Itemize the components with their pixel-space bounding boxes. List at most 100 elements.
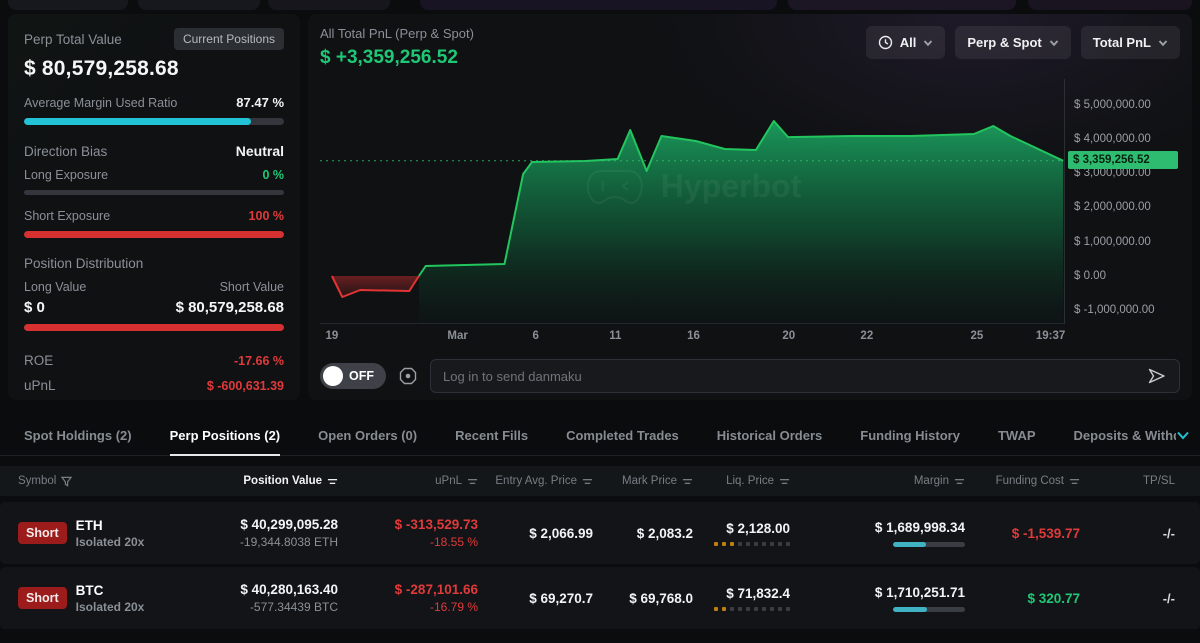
send-icon bbox=[1148, 368, 1165, 384]
chart-y-axis: $ 5,000,000.00 $ 4,000,000.00 $ 3,000,000.… bbox=[1064, 79, 1180, 324]
tab-deposits-withdraw[interactable]: Deposits & Withdraw bbox=[1073, 428, 1176, 443]
tpsl-cell: -/- bbox=[1162, 525, 1175, 541]
danmaku-input[interactable] bbox=[443, 368, 1147, 384]
roe-value: -17.66 % bbox=[233, 353, 284, 368]
y-axis-tick: $ 5,000,000.00 bbox=[1074, 98, 1151, 111]
col-header-upnl[interactable]: uPnL bbox=[338, 475, 478, 487]
mark-price-cell: $ 69,768.0 bbox=[629, 590, 693, 606]
col-header-tp-sl: TP/SL bbox=[1143, 475, 1175, 487]
col-header-symbol[interactable]: Symbol bbox=[18, 475, 168, 487]
margin-ratio-bar bbox=[24, 118, 284, 125]
long-value-label: Long Value bbox=[24, 280, 87, 294]
col-header-liq-price[interactable]: Liq. Price bbox=[693, 475, 790, 487]
side-badge: Short bbox=[18, 522, 67, 544]
chevron-down-icon bbox=[1177, 431, 1189, 440]
perp-total-value: $ 80,579,258.68 bbox=[24, 57, 179, 80]
x-axis-tick: 6 bbox=[532, 330, 539, 342]
x-axis-tick: Mar bbox=[447, 330, 468, 342]
funding-cost-cell: $ 320.77 bbox=[1027, 590, 1080, 606]
sort-icon bbox=[582, 478, 593, 484]
chevron-down-icon bbox=[1049, 39, 1058, 46]
pnl-area-chart[interactable]: Hyperbot bbox=[320, 79, 1064, 324]
funding-cost-cell: $ -1,539.77 bbox=[1011, 525, 1080, 541]
col-header-mark-price[interactable]: Mark Price bbox=[593, 475, 693, 487]
pnl-chart-title: All Total PnL (Perp & Spot) bbox=[320, 26, 474, 41]
margin-usage-bar bbox=[893, 606, 965, 612]
margin-ratio-label: Average Margin Used Ratio bbox=[24, 95, 178, 110]
current-positions-chip[interactable]: Current Positions bbox=[173, 28, 284, 50]
x-axis-tick: 25 bbox=[970, 330, 984, 342]
col-header-margin[interactable]: Margin bbox=[790, 475, 965, 487]
danmaku-input-wrap bbox=[430, 359, 1180, 393]
position-distribution-label: Position Distribution bbox=[24, 256, 144, 271]
col-header-entry-avg-price[interactable]: Entry Avg. Price bbox=[478, 475, 593, 487]
perp-total-value-panel: Perp Total Value Current Positions $ 80,… bbox=[8, 14, 300, 400]
entry-price-cell: $ 69,270.7 bbox=[529, 590, 593, 606]
side-badge: Short bbox=[18, 587, 67, 609]
source-dropdown[interactable]: Perp & Spot bbox=[955, 26, 1071, 59]
tab-historical-orders[interactable]: Historical Orders bbox=[716, 428, 823, 443]
liq-risk-dots bbox=[714, 606, 790, 611]
tab-recent-fills[interactable]: Recent Fills bbox=[455, 428, 529, 443]
tab-spot-holdings-2[interactable]: Spot Holdings (2) bbox=[24, 428, 132, 443]
chart-x-axis: 19 Mar 6 11 16 20 22 25 19:37 bbox=[320, 330, 1066, 350]
y-axis-tick: $ 1,000,000.00 bbox=[1074, 235, 1151, 248]
octagon-dot-icon bbox=[399, 367, 417, 385]
position-row-eth[interactable]: Short ETH Isolated 20x $ 40,299,095.28 -19… bbox=[0, 502, 1200, 564]
time-range-dropdown[interactable]: All bbox=[865, 26, 946, 59]
y-axis-tick: $ -1,000,000.00 bbox=[1074, 304, 1155, 317]
long-value: $ 0 bbox=[24, 299, 45, 316]
positions-table: Short ETH Isolated 20x $ 40,299,095.28 -19… bbox=[0, 496, 1200, 629]
x-axis-tick: 19:37 bbox=[1035, 330, 1066, 342]
tab-funding-history[interactable]: Funding History bbox=[860, 428, 960, 443]
liq-risk-dots bbox=[714, 541, 790, 546]
margin-cell: $ 1,710,251.71 bbox=[790, 585, 965, 612]
long-exposure-bar bbox=[24, 190, 284, 195]
tab-open-orders-0[interactable]: Open Orders (0) bbox=[318, 428, 418, 443]
tab-perp-positions-2[interactable]: Perp Positions (2) bbox=[169, 418, 281, 456]
margin-usage-bar bbox=[893, 541, 965, 547]
x-axis-tick: 20 bbox=[782, 330, 796, 342]
sort-icon bbox=[779, 478, 790, 484]
col-header-position-value[interactable]: Position Value bbox=[168, 475, 338, 487]
danmaku-settings-button[interactable] bbox=[398, 366, 418, 386]
liq-price-cell: $ 2,128.00 bbox=[693, 521, 790, 546]
tab-twap[interactable]: TWAP bbox=[997, 428, 1036, 443]
x-axis-tick: 19 bbox=[325, 330, 339, 342]
upnl-cell: $ -313,529.73 -18.55 % bbox=[394, 517, 478, 549]
danmaku-toggle[interactable]: OFF bbox=[320, 363, 386, 389]
short-exposure-value: 100 % bbox=[248, 209, 284, 223]
x-axis-tick: 22 bbox=[860, 330, 874, 342]
clock-icon bbox=[878, 35, 892, 50]
margin-cell: $ 1,689,998.34 bbox=[790, 520, 965, 547]
pnl-chart-value: $ +3,359,256.52 bbox=[320, 47, 458, 68]
position-value-cell: $ 40,280,163.40 -577.34439 BTC bbox=[240, 582, 338, 614]
short-exposure-bar bbox=[24, 231, 284, 238]
toggle-knob bbox=[323, 366, 343, 386]
sort-icon bbox=[327, 478, 338, 484]
sort-icon bbox=[467, 478, 478, 484]
perp-total-value-title: Perp Total Value bbox=[24, 31, 122, 47]
direction-bias-value: Neutral bbox=[235, 143, 284, 159]
chevron-down-icon bbox=[924, 39, 933, 46]
tabs-overflow-button[interactable] bbox=[1176, 428, 1190, 445]
send-danmaku-button[interactable] bbox=[1147, 367, 1167, 385]
y-axis-tick: $ 0.00 bbox=[1074, 269, 1106, 282]
long-exposure-label: Long Exposure bbox=[24, 168, 109, 182]
top-clipped-panels bbox=[0, 0, 1200, 10]
metric-dropdown[interactable]: Total PnL bbox=[1080, 26, 1180, 59]
current-value-tag: $ 3,359,256.52 bbox=[1068, 150, 1178, 169]
liq-price-cell: $ 71,832.4 bbox=[693, 586, 790, 611]
tab-completed-trades[interactable]: Completed Trades bbox=[566, 428, 679, 443]
tpsl-cell: -/- bbox=[1162, 590, 1175, 606]
col-header-funding-cost[interactable]: Funding Cost bbox=[965, 475, 1080, 487]
chevron-down-icon bbox=[1158, 39, 1168, 46]
pnl-chart-panel: All Total PnL (Perp & Spot) $ +3,359,256… bbox=[308, 14, 1192, 400]
y-axis-tick: $ 2,000,000.00 bbox=[1074, 201, 1151, 214]
position-row-btc[interactable]: Short BTC Isolated 20x $ 40,280,163.40 -57… bbox=[0, 567, 1200, 629]
y-axis-tick: $ 3,000,000.00 bbox=[1074, 167, 1151, 180]
margin-ratio-value: 87.47 % bbox=[236, 95, 284, 110]
filter-icon bbox=[61, 476, 73, 487]
positions-tabs: Spot Holdings (2) Perp Positions (2) Open … bbox=[0, 418, 1200, 456]
symbol-cell: Short BTC Isolated 20x bbox=[18, 583, 168, 614]
